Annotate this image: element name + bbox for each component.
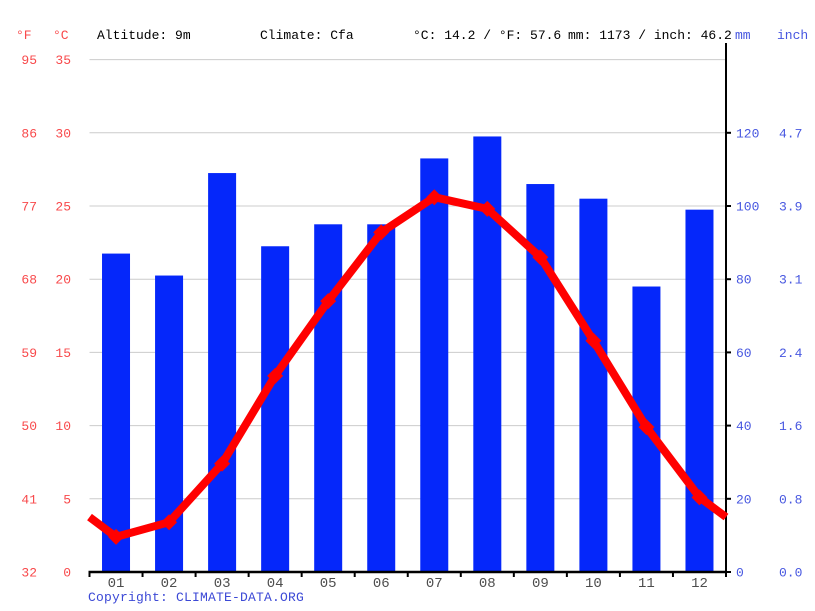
temperature-point-07 bbox=[426, 189, 443, 206]
precipitation-bar-05 bbox=[314, 224, 343, 573]
temperature-point-04 bbox=[267, 367, 284, 384]
right-axis-label-mm: 0 bbox=[736, 566, 744, 581]
left-axis-label-c-25: 25 bbox=[55, 200, 71, 215]
left-axis-label-c-0: 0 bbox=[63, 566, 71, 581]
temperature-line bbox=[87, 193, 729, 541]
month-label-12: 12 bbox=[691, 576, 708, 592]
precipitation-bar-03 bbox=[208, 173, 237, 572]
month-label-01: 01 bbox=[108, 576, 125, 592]
precipitation-bar-01 bbox=[102, 253, 131, 572]
temperature-point-10 bbox=[585, 332, 602, 349]
header-unit-inch: inch bbox=[777, 28, 809, 43]
precipitation-bar-09 bbox=[526, 184, 555, 573]
header-unit-fahrenheit: °F bbox=[16, 28, 32, 43]
right-axis-label-inch: 0.0 bbox=[779, 566, 802, 581]
annual-temperature-summary: °C: 14.2 / °F: 57.6 bbox=[413, 28, 562, 43]
header-unit-mm: mm bbox=[735, 28, 751, 43]
left-axis-label-f-30: 86 bbox=[21, 126, 37, 141]
right-axis-label-inch: 1.6 bbox=[779, 419, 802, 434]
precipitation-bar-06 bbox=[367, 224, 396, 573]
temperature-point-08 bbox=[479, 200, 496, 217]
copyright-link[interactable]: Copyright: CLIMATE-DATA.ORG bbox=[88, 590, 305, 605]
left-axis-label-f-35: 95 bbox=[21, 53, 37, 68]
precipitation-bar-12 bbox=[685, 209, 714, 572]
left-axis-label-c-15: 15 bbox=[55, 346, 71, 361]
month-label-09: 09 bbox=[532, 576, 549, 592]
right-axis-label-inch: 4.7 bbox=[779, 126, 802, 141]
annual-precipitation-summary: mm: 1173 / inch: 46.2 bbox=[568, 28, 732, 43]
altitude-label: Altitude: 9m bbox=[97, 28, 191, 43]
right-axis-label-inch: 2.4 bbox=[779, 346, 803, 361]
left-axis-label-f-10: 50 bbox=[21, 419, 37, 434]
left-axis-label-c-30: 30 bbox=[55, 126, 71, 141]
month-label-04: 04 bbox=[267, 576, 284, 592]
left-axis-label-c-35: 35 bbox=[55, 53, 71, 68]
temperature-point-09 bbox=[532, 249, 549, 266]
month-label-02: 02 bbox=[161, 576, 178, 592]
temperature-point-06 bbox=[373, 224, 390, 241]
right-axis-label-inch: 3.9 bbox=[779, 200, 802, 215]
left-axis-label-f-15: 59 bbox=[21, 346, 37, 361]
temperature-point-01 bbox=[108, 528, 125, 545]
left-axis-label-f-5: 41 bbox=[21, 492, 37, 507]
left-axis-label-f-25: 77 bbox=[21, 200, 37, 215]
month-label-10: 10 bbox=[585, 576, 602, 592]
precipitation-bar-07 bbox=[420, 158, 449, 573]
temperature-point-02 bbox=[161, 514, 178, 531]
right-axis-label-mm: 60 bbox=[736, 346, 752, 361]
left-axis-label-f-20: 68 bbox=[21, 273, 37, 288]
left-axis-label-c-20: 20 bbox=[55, 273, 71, 288]
temperature-point-12 bbox=[691, 489, 708, 506]
climate-label: Climate: Cfa bbox=[260, 28, 354, 43]
right-axis-label-mm: 20 bbox=[736, 492, 752, 507]
month-label-11: 11 bbox=[638, 576, 655, 592]
header-unit-celsius: °C bbox=[53, 28, 69, 43]
right-axis-label-mm: 100 bbox=[736, 200, 759, 215]
temperature-point-03 bbox=[214, 455, 231, 472]
right-axis-label-mm: 120 bbox=[736, 126, 759, 141]
month-label-03: 03 bbox=[214, 576, 231, 592]
right-axis-label-inch: 0.8 bbox=[779, 492, 802, 507]
left-axis-label-f-0: 32 bbox=[21, 566, 37, 581]
left-axis-label-c-10: 10 bbox=[55, 419, 71, 434]
month-label-06: 06 bbox=[373, 576, 390, 592]
right-axis-label-mm: 80 bbox=[736, 273, 752, 288]
precipitation-bar-10 bbox=[579, 198, 608, 572]
month-label-08: 08 bbox=[479, 576, 496, 592]
month-label-05: 05 bbox=[320, 576, 337, 592]
temperature-point-11 bbox=[638, 419, 655, 436]
right-axis-label-mm: 40 bbox=[736, 419, 752, 434]
precipitation-bar-04 bbox=[261, 246, 290, 572]
temperature-point-05 bbox=[320, 293, 337, 310]
right-axis-label-inch: 3.1 bbox=[779, 273, 803, 288]
left-axis-label-c-5: 5 bbox=[63, 492, 71, 507]
month-label-07: 07 bbox=[426, 576, 443, 592]
